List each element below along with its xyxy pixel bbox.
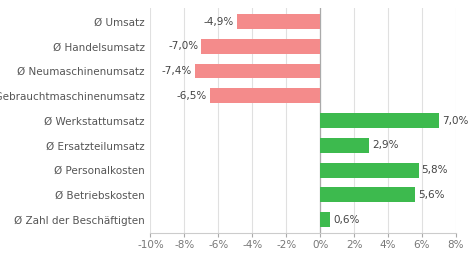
- Bar: [320, 212, 330, 227]
- Bar: [320, 138, 369, 153]
- Text: -4,9%: -4,9%: [204, 17, 234, 26]
- Bar: [201, 39, 320, 54]
- Bar: [210, 89, 320, 103]
- Text: -7,0%: -7,0%: [168, 41, 198, 51]
- Bar: [320, 113, 439, 128]
- Bar: [237, 14, 320, 29]
- Text: -6,5%: -6,5%: [177, 91, 207, 101]
- Text: -7,4%: -7,4%: [161, 66, 191, 76]
- Text: 7,0%: 7,0%: [442, 116, 469, 126]
- Bar: [195, 64, 320, 78]
- Bar: [320, 163, 419, 178]
- Bar: [320, 187, 415, 202]
- Text: 2,9%: 2,9%: [372, 140, 399, 150]
- Text: 5,6%: 5,6%: [418, 190, 445, 200]
- Text: 5,8%: 5,8%: [422, 165, 448, 175]
- Text: 0,6%: 0,6%: [333, 215, 360, 224]
